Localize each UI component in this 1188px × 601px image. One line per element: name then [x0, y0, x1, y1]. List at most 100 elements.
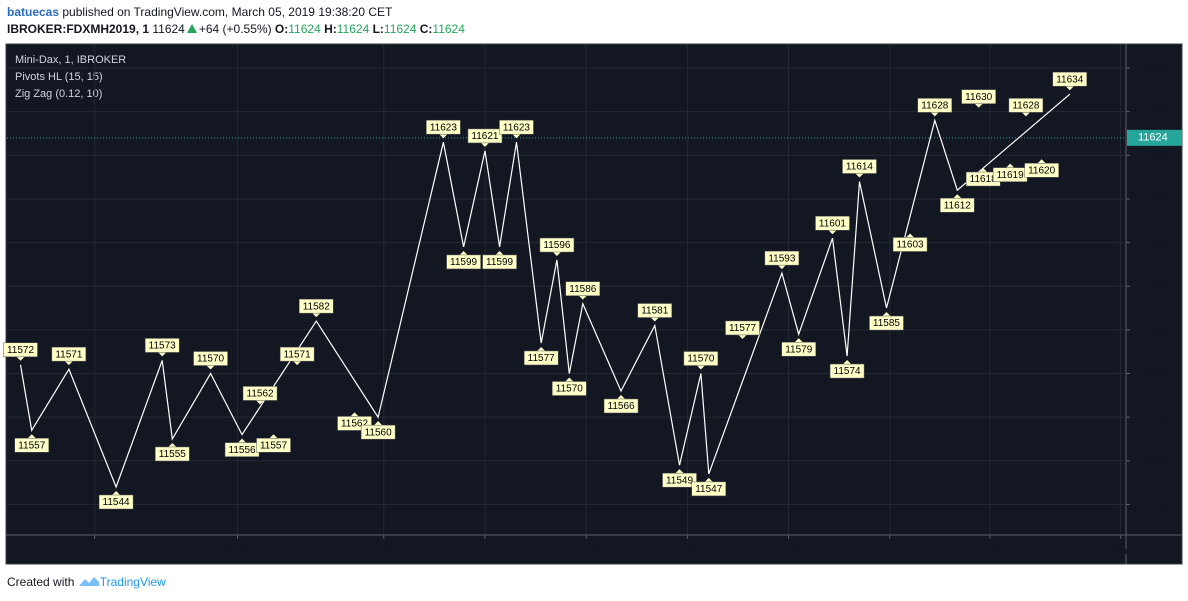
pivot-pointer: [512, 134, 521, 139]
footer: Created with TradingView: [7, 575, 166, 589]
pivot-label: 11593: [768, 253, 796, 264]
pivot-label: 11596: [543, 240, 571, 251]
pivot-label: 11612: [944, 200, 972, 211]
pivot-label: 11599: [450, 257, 478, 268]
pivot-box: [467, 128, 503, 144]
pivot-pointer: [974, 103, 983, 108]
pivot-pointer: [738, 334, 747, 339]
pivot-box: [603, 398, 639, 414]
pivot-box: [869, 315, 904, 331]
pivot-box: [683, 351, 719, 366]
pivot-pointer: [979, 168, 988, 173]
pivot-pointer: [794, 338, 803, 343]
pivot-box: [691, 481, 727, 497]
pivot-box: [144, 338, 180, 353]
pivot-label: 11562: [247, 389, 275, 400]
x-tick-label: 5: [92, 546, 98, 558]
x-tick-label: 10:30: [471, 546, 499, 558]
c-label: C:: [419, 22, 433, 36]
o: 11624: [288, 22, 321, 36]
legend-main: Mini-Dax, 1, IBROKER: [15, 54, 126, 66]
pivot-label: 11628: [921, 101, 949, 112]
pivot-label: 11577: [729, 323, 757, 334]
pivot-pointer: [828, 230, 837, 235]
published: published on TradingView.com, March 05, …: [62, 5, 393, 19]
pivot-box: [256, 438, 291, 453]
pivot-box: [781, 341, 816, 357]
y-tick-label: 11620: [1138, 149, 1168, 161]
pivot-pointer: [565, 377, 574, 382]
x-tick-label: 09:00: [370, 546, 398, 558]
y-tick-label: 11550: [1138, 455, 1168, 467]
pivot-box: [426, 119, 461, 135]
pivot-pointer: [552, 252, 561, 257]
pivot-label: 11549: [666, 475, 694, 486]
pivot-pointer: [112, 490, 121, 495]
pivot-pointer: [168, 442, 177, 447]
pivot-box: [51, 346, 87, 362]
last-price-label: 11624: [1138, 132, 1168, 144]
footer-brand[interactable]: TradingView: [99, 575, 166, 589]
pivot-pointer: [777, 265, 786, 270]
pivot-label: 11586: [569, 284, 597, 295]
o-label: O:: [274, 22, 289, 36]
pivot-label: 11560: [365, 427, 393, 438]
pivot-label: 11619: [997, 170, 1025, 181]
pivot-pointer: [650, 317, 659, 322]
pivot-box: [482, 254, 517, 270]
pivot-label: 11618: [970, 174, 998, 185]
y-tick-label: 11570: [1138, 367, 1168, 379]
pivot-label: 11574: [834, 366, 862, 377]
pivot-pointer: [906, 233, 915, 238]
pivot-box: [992, 167, 1028, 182]
pivot-pointer: [238, 438, 247, 443]
c: 11624: [432, 22, 465, 36]
pivot-pointer: [704, 477, 713, 482]
x-tick-label: 13:30: [674, 546, 702, 558]
pivot-pointer: [495, 250, 504, 255]
pivot-pointer: [256, 400, 265, 405]
pivot-box: [193, 351, 228, 366]
legend-zigzag: Zig Zag (0.12, 10): [15, 88, 102, 100]
pivot-label: 11577: [528, 353, 556, 364]
last-price-box: [1127, 129, 1182, 146]
pivot-label: 11570: [197, 354, 225, 365]
pivot-pointer: [855, 173, 864, 178]
pivot-box: [725, 320, 760, 336]
pivot-pointer: [64, 361, 73, 366]
pivot-box: [940, 197, 975, 213]
pivot-box: [1024, 163, 1059, 178]
pivot-box: [829, 363, 865, 379]
pivot-label: 11581: [641, 306, 669, 317]
pivot-box: [662, 472, 697, 488]
pivot-pointer: [930, 112, 939, 117]
pivot-label: 11614: [846, 162, 874, 173]
pivot-box: [224, 442, 260, 457]
symbol-line: IBROKER:FDXMH2019, 1 11624 +64 (+0.55%) O…: [7, 22, 465, 36]
pivot-box: [565, 281, 601, 296]
pivot-box: [155, 446, 190, 462]
x-tick-label: 16:30: [876, 546, 904, 558]
pivot-box: [1008, 98, 1044, 113]
pivot-pointer: [953, 194, 962, 199]
publish-line: batuecas published on TradingView.com, M…: [7, 5, 392, 19]
change: +64 (+0.55%): [198, 22, 272, 36]
x-tick-label: 06:00: [224, 546, 252, 558]
pivot-box: [892, 237, 928, 252]
pivot-box: [1052, 71, 1088, 87]
pivot-pointer: [578, 295, 587, 300]
author[interactable]: batuecas: [7, 5, 60, 19]
x-tick-label: 20:0: [1110, 546, 1131, 558]
pivot-pointer: [439, 134, 448, 139]
legend-pivots: Pivots HL (15, 15): [15, 71, 103, 83]
pivot-label: 11544: [103, 497, 131, 508]
l: 11624: [383, 22, 417, 36]
footer-text: Created with: [7, 575, 75, 589]
pivot-pointer: [537, 346, 546, 351]
pivot-pointer: [843, 360, 852, 365]
pivot-label: 11601: [819, 218, 847, 229]
y-tick-label: 11540: [1138, 498, 1168, 510]
pivot-pointer: [374, 421, 383, 426]
pivot-box: [337, 416, 372, 431]
